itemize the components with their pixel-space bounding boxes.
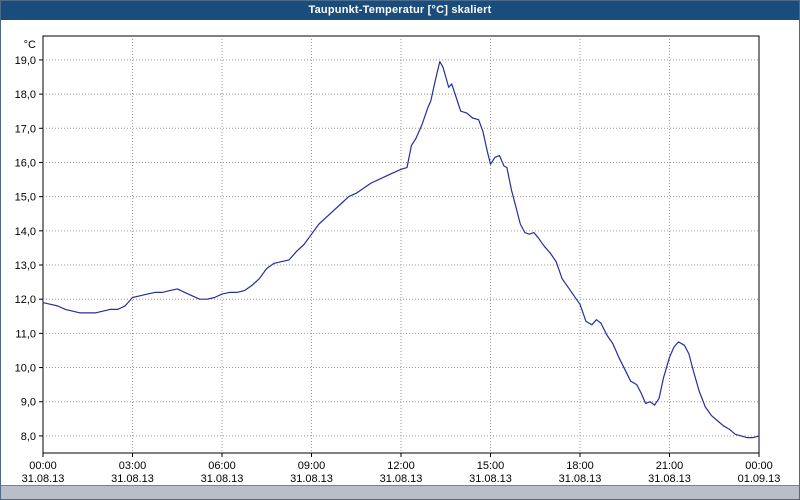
y-tick-label: 9,0 xyxy=(21,397,36,409)
y-tick-label: 13,0 xyxy=(15,260,36,272)
x-tick-date-label: 31.08.13 xyxy=(22,473,65,485)
x-tick-time-label: 12:00 xyxy=(387,460,415,472)
x-tick-date-label: 31.08.13 xyxy=(380,473,423,485)
x-tick-date-label: 31.08.13 xyxy=(201,473,244,485)
y-tick-label: 19,0 xyxy=(15,55,36,67)
y-tick-label: 14,0 xyxy=(15,226,36,238)
x-tick-time-label: 09:00 xyxy=(298,460,326,472)
x-tick-time-label: 18:00 xyxy=(566,460,594,472)
x-tick-date-label: 31.08.13 xyxy=(469,473,512,485)
x-tick-time-label: 15:00 xyxy=(477,460,505,472)
bottom-strip xyxy=(1,485,799,499)
y-tick-label: 10,0 xyxy=(15,363,36,375)
y-tick-label: 16,0 xyxy=(15,157,36,169)
x-tick-time-label: 06:00 xyxy=(208,460,236,472)
chart-area: 8,0 9,0 10,0 11,0 12,0 13,0 14,0 15,0 16,0 17,0 18… xyxy=(1,20,799,485)
x-tick-date-label: 31.08.13 xyxy=(111,473,154,485)
y-axis-unit-label: °C xyxy=(24,39,36,51)
x-tick-time-label: 00:00 xyxy=(745,460,773,472)
y-tick-label: 17,0 xyxy=(15,123,36,135)
y-tick-label: 8,0 xyxy=(21,431,36,443)
x-tick-date-label: 01.09.13 xyxy=(738,473,781,485)
title-bar: Taupunkt-Temperatur [°C] skaliert xyxy=(1,1,799,20)
x-tick-time-label: 03:00 xyxy=(119,460,147,472)
y-tick-label: 12,0 xyxy=(15,294,36,306)
x-tick-time-label: 00:00 xyxy=(29,460,57,472)
y-tick-label: 11,0 xyxy=(15,328,36,340)
x-tick-time-label: 21:00 xyxy=(656,460,684,472)
y-tick-label: 15,0 xyxy=(15,192,36,204)
y-tick-label: 18,0 xyxy=(15,89,36,101)
chart-title: Taupunkt-Temperatur [°C] skaliert xyxy=(308,4,492,16)
temperature-line xyxy=(42,60,760,439)
x-tick-date-label: 31.08.13 xyxy=(290,473,333,485)
chart-canvas: 8,0 9,0 10,0 11,0 12,0 13,0 14,0 15,0 16,0 17,0 18… xyxy=(15,35,781,485)
x-tick-date-label: 31.08.13 xyxy=(648,473,691,485)
x-tick-date-label: 31.08.13 xyxy=(559,473,602,485)
